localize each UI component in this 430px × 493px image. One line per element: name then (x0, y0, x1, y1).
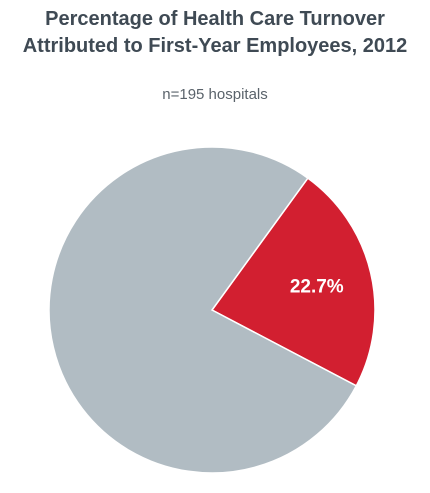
chart-title-line-2: Attributed to First-Year Employees, 2012 (22, 35, 408, 57)
chart-title: Percentage of Health Care Turnover Attri… (0, 6, 430, 60)
pie-slice-1 (210, 177, 376, 387)
chart-title-line-1: Percentage of Health Care Turnover (45, 8, 385, 30)
chart-subtitle: n=195 hospitals (162, 86, 268, 103)
pie-slice-2 (48, 146, 358, 474)
pie-slice-label-1: 22.7% (290, 277, 344, 298)
